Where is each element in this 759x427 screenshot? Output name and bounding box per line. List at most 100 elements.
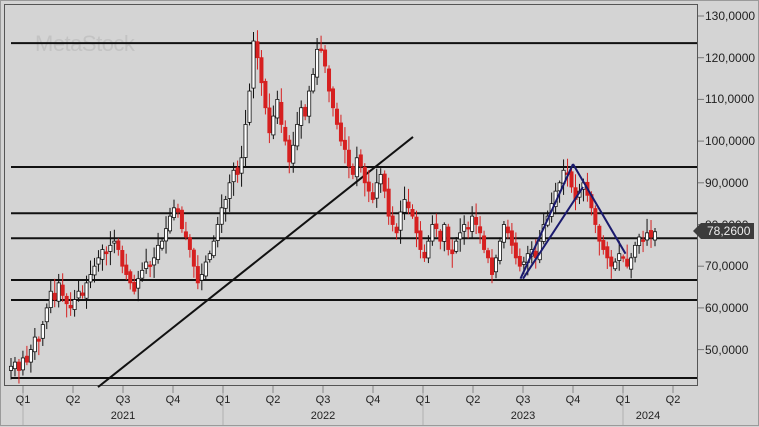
bearish-candle (327, 68, 332, 92)
x-year-label: 2023 (510, 410, 536, 422)
y-tick-label: 110,0000 (705, 92, 755, 107)
bearish-candle (52, 292, 57, 300)
bearish-candle (16, 361, 21, 371)
x-quarter-label: Q3 (515, 394, 531, 406)
bullish-candle (171, 207, 176, 218)
bearish-candle (513, 242, 518, 259)
bearish-candle (330, 88, 335, 109)
bullish-candle (493, 257, 498, 273)
bearish-candle (334, 108, 339, 125)
bullish-candle (458, 232, 463, 240)
bullish-candle (160, 240, 165, 249)
bullish-candle (291, 144, 296, 164)
x-quarter-label: Q4 (365, 394, 381, 406)
bearish-candle (466, 227, 471, 230)
bearish-candle (148, 264, 153, 267)
bullish-candle (637, 236, 642, 246)
x-quarter-label: Q4 (565, 394, 581, 406)
bearish-candle (438, 230, 443, 242)
bearish-candle (569, 171, 574, 188)
bearish-candle (64, 295, 69, 305)
bullish-candle (211, 240, 216, 257)
bearish-candle (517, 255, 522, 267)
y-tick-label: 50,0000 (705, 342, 749, 357)
bearish-candle (410, 208, 415, 217)
bearish-candle (446, 226, 451, 250)
bearish-candle (593, 208, 598, 225)
bullish-candle (470, 215, 475, 232)
bearish-candle (482, 235, 487, 250)
bullish-candle (307, 90, 312, 117)
bullish-candle (398, 211, 403, 231)
bullish-candle (140, 269, 145, 279)
bullish-candle (168, 215, 173, 232)
bullish-candle (442, 224, 447, 242)
bearish-candle (36, 338, 41, 342)
bullish-candle (199, 274, 204, 281)
bearish-candle (263, 80, 268, 109)
plot-area[interactable] (4, 4, 698, 386)
bullish-candle (653, 231, 658, 241)
bullish-candle (497, 240, 502, 261)
bullish-candle (501, 224, 506, 243)
bearish-candle (183, 231, 188, 238)
bearish-candle (323, 49, 328, 67)
bearish-candle (338, 122, 343, 142)
bullish-candle (251, 40, 256, 89)
bearish-candle (68, 304, 73, 309)
bullish-candle (96, 257, 101, 265)
bearish-candle (255, 41, 260, 59)
bearish-candle (486, 250, 491, 259)
bullish-candle (112, 240, 117, 244)
x-quarter-label: Q1 (615, 394, 631, 406)
bullish-candle (156, 244, 161, 260)
x-quarter-label: Q1 (215, 394, 231, 406)
bullish-candle (243, 124, 248, 158)
bearish-candle (406, 201, 411, 209)
x-quarter-label: Q2 (65, 394, 81, 406)
bearish-candle (366, 181, 371, 192)
bearish-candle (350, 166, 355, 175)
bearish-candle (597, 225, 602, 242)
bullish-candle (215, 224, 220, 241)
x-quarter-label: Q2 (465, 394, 481, 406)
bearish-candle (505, 226, 510, 234)
bullish-candle (633, 244, 638, 258)
bearish-candle (179, 209, 184, 230)
bearish-candle (346, 149, 351, 167)
x-year-label: 2024 (635, 410, 661, 422)
channel-line (572, 163, 627, 255)
bearish-candle (259, 57, 264, 84)
bullish-candle (354, 157, 359, 178)
bullish-candle (207, 253, 212, 261)
x-quarter-label: Q1 (415, 394, 431, 406)
bullish-candle (247, 90, 252, 123)
trend-line (97, 136, 414, 388)
y-tick-label: 120,0000 (705, 50, 756, 65)
bullish-candle (454, 240, 459, 252)
bearish-candle (362, 166, 367, 184)
bullish-candle (223, 199, 228, 209)
channel-line (522, 186, 584, 280)
bearish-candle (370, 192, 375, 200)
bullish-candle (378, 174, 383, 185)
bearish-candle (414, 216, 419, 234)
bearish-candle (267, 107, 272, 134)
bullish-candle (144, 261, 149, 269)
bullish-candle (164, 228, 169, 242)
bullish-candle (227, 182, 232, 199)
bearish-candle (474, 217, 479, 225)
bearish-candle (187, 237, 192, 250)
bearish-candle (303, 106, 308, 117)
bearish-candle (120, 250, 125, 267)
bullish-candle (629, 257, 634, 270)
bullish-candle (557, 182, 562, 192)
bullish-candle (76, 290, 81, 299)
bullish-candle (299, 107, 304, 126)
bullish-candle (311, 73, 316, 92)
bearish-candle (478, 226, 483, 234)
bullish-candle (374, 182, 379, 199)
bearish-candle (601, 240, 606, 250)
